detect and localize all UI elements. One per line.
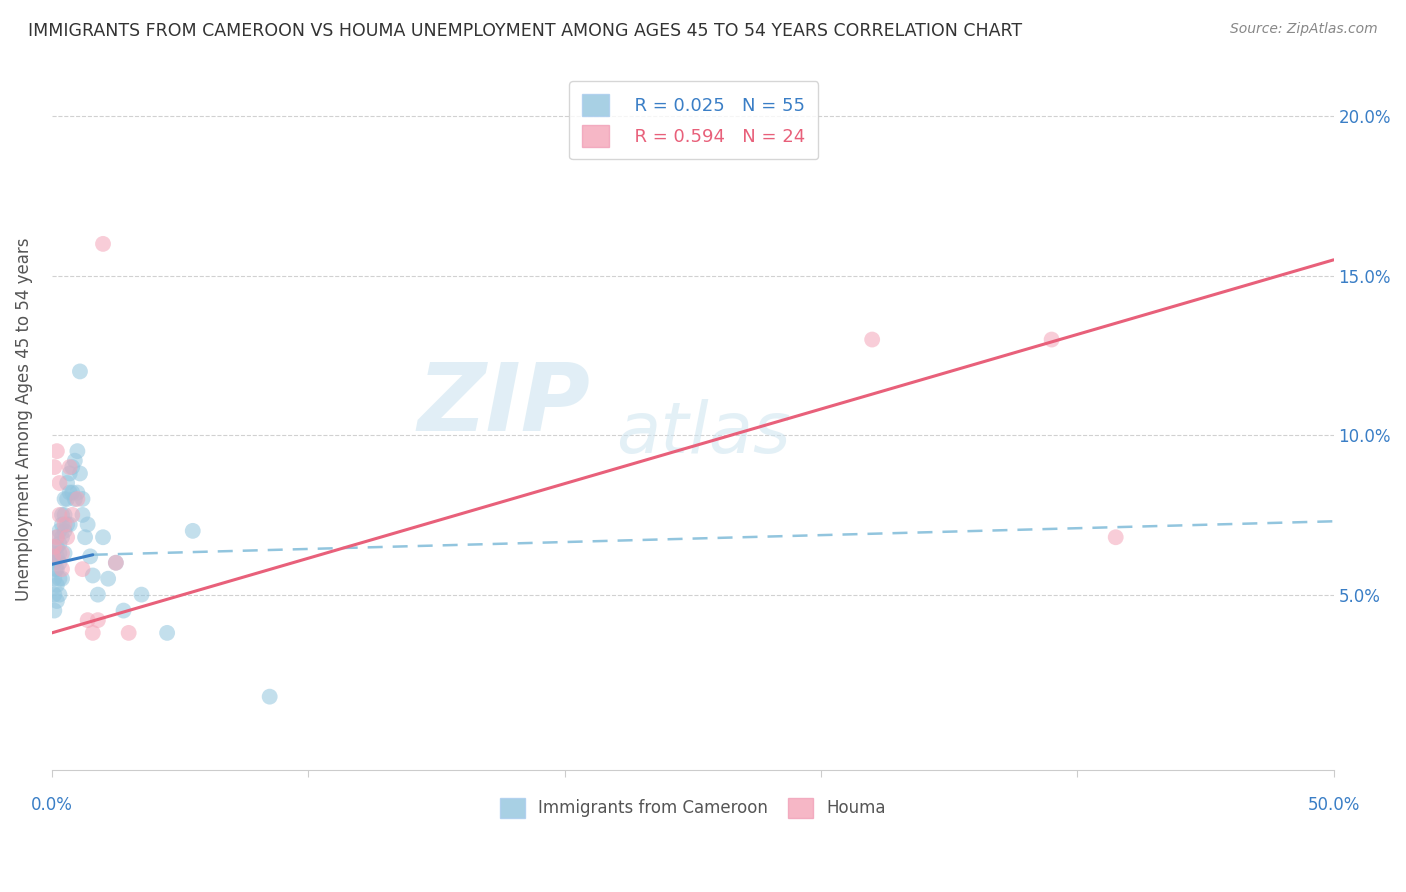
Point (60, 485, 83, 500)
Point (42, 546, 65, 560)
Point (44, 603, 66, 617)
Point (131, 588, 153, 602)
Point (59, 485, 82, 500)
Point (72, 508, 94, 522)
Point (63, 491, 86, 506)
Point (59, 517, 82, 532)
Point (69, 467, 91, 481)
Point (51, 517, 73, 532)
Point (60, 508, 83, 522)
Point (48, 476, 70, 491)
Point (104, 556, 127, 570)
Point (48, 508, 70, 522)
Text: Source: ZipAtlas.com: Source: ZipAtlas.com (1230, 22, 1378, 37)
Point (66, 491, 89, 506)
Point (860, 333, 883, 347)
Point (91, 530, 114, 544)
Point (104, 556, 127, 570)
Point (42, 549, 65, 564)
Point (82, 626, 104, 640)
Point (51, 562, 73, 576)
Point (48, 524, 70, 538)
Point (45, 540, 67, 554)
Point (259, 690, 281, 704)
Point (79, 549, 101, 564)
Text: atlas: atlas (616, 399, 790, 467)
Point (118, 626, 141, 640)
Point (45, 530, 67, 544)
Y-axis label: Unemployment Among Ages 45 to 54 years: Unemployment Among Ages 45 to 54 years (15, 237, 32, 601)
Point (45, 562, 67, 576)
Point (1040, 333, 1063, 347)
Point (45, 444, 67, 458)
Point (51, 572, 73, 586)
Point (45, 594, 67, 608)
Point (75, 530, 97, 544)
Text: IMMIGRANTS FROM CAMEROON VS HOUMA UNEMPLOYMENT AMONG AGES 45 TO 54 YEARS CORRELA: IMMIGRANTS FROM CAMEROON VS HOUMA UNEMPL… (28, 22, 1022, 40)
Point (51, 508, 73, 522)
Point (53, 517, 76, 532)
Point (44, 556, 66, 570)
Point (45, 530, 67, 544)
Point (76, 517, 98, 532)
Text: 0.0%: 0.0% (31, 796, 73, 814)
Point (63, 453, 86, 467)
Point (66, 444, 89, 458)
Point (51, 530, 73, 544)
Point (45, 578, 67, 592)
Point (45, 549, 67, 564)
Point (97, 572, 120, 586)
Point (53, 508, 76, 522)
Text: ZIP: ZIP (418, 359, 591, 451)
Point (69, 364, 91, 378)
Point (53, 546, 76, 560)
Point (56, 491, 79, 506)
Point (72, 491, 94, 506)
Point (59, 460, 82, 475)
Point (87, 613, 110, 627)
Point (72, 562, 94, 576)
Point (48, 588, 70, 602)
Point (82, 568, 104, 582)
Point (112, 603, 135, 617)
Point (45, 562, 67, 576)
Point (53, 491, 76, 506)
Point (56, 476, 79, 491)
Text: 50.0%: 50.0% (1308, 796, 1360, 814)
Point (56, 530, 79, 544)
Point (44, 540, 66, 554)
Point (48, 556, 70, 570)
Point (51, 546, 73, 560)
Point (44, 572, 66, 586)
Point (76, 613, 98, 627)
Point (59, 467, 82, 481)
Point (156, 626, 179, 640)
Point (48, 546, 70, 560)
Point (87, 588, 110, 602)
Point (1105, 530, 1128, 544)
Point (48, 572, 70, 586)
Point (181, 524, 204, 538)
Point (56, 517, 79, 532)
Point (66, 485, 89, 500)
Point (53, 524, 76, 538)
Point (91, 236, 114, 251)
Point (60, 460, 83, 475)
Point (44, 588, 66, 602)
Point (44, 460, 66, 475)
Legend: Immigrants from Cameroon, Houma: Immigrants from Cameroon, Houma (494, 791, 893, 825)
Point (48, 536, 70, 550)
